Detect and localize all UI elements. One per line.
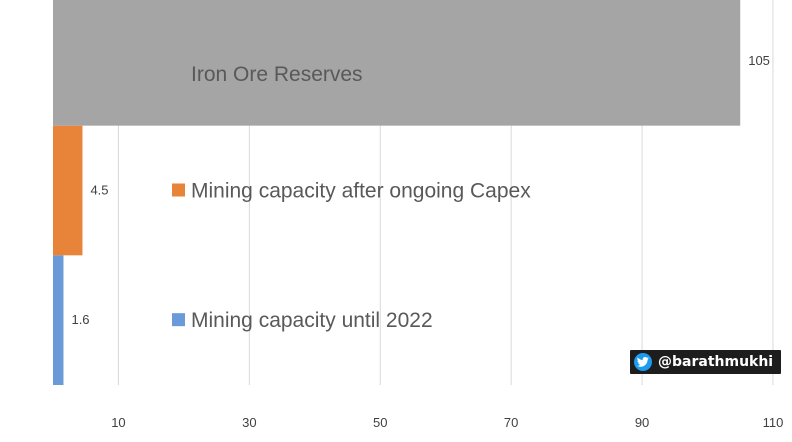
bars bbox=[53, 0, 741, 385]
watermark-text: @barathmukhi bbox=[658, 354, 774, 370]
x-tick-label: 110 bbox=[763, 415, 784, 430]
watermark-badge: @barathmukhi bbox=[630, 350, 782, 374]
x-tick-label: 10 bbox=[111, 415, 125, 430]
legend-swatch-mining-capacity-after-ongoing-capex bbox=[172, 183, 185, 197]
legend-label-mining-capacity-after-ongoing-capex: Mining capacity after ongoing Capex bbox=[191, 180, 531, 203]
value-labels: 1.6 4.5 105 bbox=[71, 53, 769, 327]
bar-mining-capacity-after-ongoing-capex bbox=[53, 125, 83, 256]
legend-label-iron-ore-reserves: Iron Ore Reserves bbox=[191, 63, 363, 86]
x-axis-ticks: 10 30 50 70 90 110 bbox=[111, 415, 783, 430]
data-label-mining-capacity-after-ongoing-capex: 4.5 bbox=[90, 183, 108, 198]
legend-label-mining-capacity-until-2022: Mining capacity until 2022 bbox=[191, 309, 433, 332]
data-label-mining-capacity-until-2022: 1.6 bbox=[71, 312, 89, 327]
bar-mining-capacity-until-2022 bbox=[53, 255, 64, 385]
legend-swatch-mining-capacity-until-2022 bbox=[172, 313, 185, 327]
x-tick-label: 70 bbox=[504, 415, 518, 430]
bar-iron-ore-reserves bbox=[53, 0, 741, 126]
x-tick-label: 90 bbox=[635, 415, 649, 430]
twitter-bird-icon bbox=[634, 353, 652, 371]
legend: Mining capacity until 2022 Mining capacit… bbox=[172, 63, 531, 332]
data-label-iron-ore-reserves: 105 bbox=[748, 53, 770, 68]
x-tick-label: 30 bbox=[242, 415, 256, 430]
x-tick-label: 50 bbox=[373, 415, 387, 430]
